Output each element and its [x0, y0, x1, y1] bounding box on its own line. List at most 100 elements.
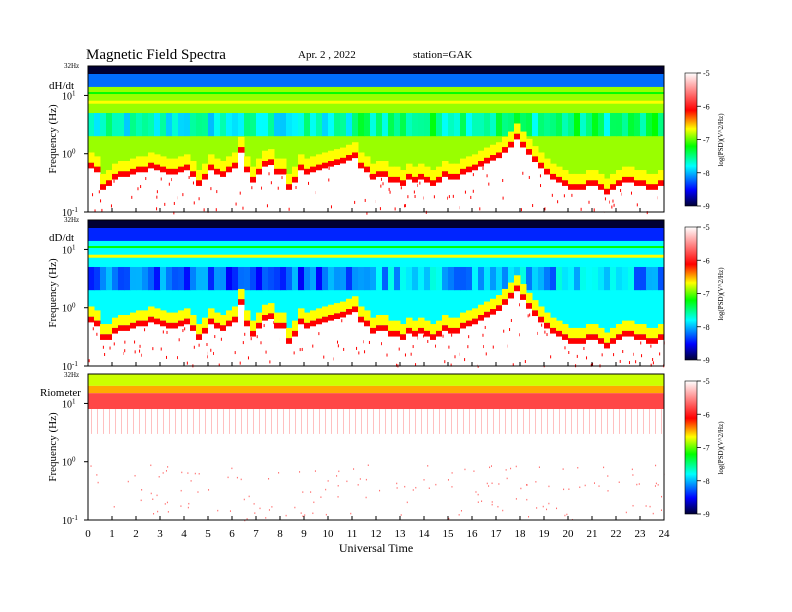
spectrum-cell [448, 345, 450, 349]
spectrum-cell [490, 112, 497, 137]
panel-label: dH/dt [49, 80, 74, 92]
spectrum-cell [458, 514, 460, 516]
colorbar-label: log(PSD)(V^2/Hz) [717, 421, 725, 475]
spectrum-cell [202, 333, 209, 366]
spectrum-cell [157, 510, 159, 513]
spectrum-cell [562, 324, 569, 335]
colorbar-tick-label: -8 [703, 477, 710, 486]
spectrum-cell [398, 347, 400, 351]
spectrum-cell [181, 409, 182, 434]
spectrum-cell [634, 324, 641, 335]
spectrum-cell [94, 320, 101, 328]
spectrum-cell [652, 361, 654, 365]
spectrum-cell [412, 266, 419, 291]
spectrum-cell [187, 472, 189, 474]
spectrum-cell [286, 173, 293, 185]
spectrum-cell [160, 310, 167, 321]
spectrum-cell [373, 409, 374, 434]
spectrum-cell [400, 170, 407, 181]
spectrum-cell [488, 485, 490, 487]
spectrum-cell [598, 343, 605, 366]
spectrum-cell [622, 176, 629, 184]
spectrum-cell [124, 330, 131, 366]
spectrum-cell [226, 266, 233, 291]
spectrum-cell [355, 409, 356, 434]
spectrum-cell [452, 194, 454, 198]
spectrum-cell [640, 180, 647, 187]
spectrum-cell [213, 351, 215, 355]
spectrum-cell [217, 409, 218, 434]
spectrum-cell [88, 152, 95, 163]
spectrum-cell [394, 166, 401, 177]
spectrum-cell [542, 505, 544, 508]
spectrum-cell [244, 320, 251, 328]
spectrum-cell [510, 467, 512, 470]
spectrum-cell [574, 327, 581, 339]
spectrum-cell [382, 112, 389, 137]
spectrum-cell [271, 409, 272, 434]
spectrum-cell [628, 112, 635, 137]
spectrum-cell [133, 409, 134, 434]
spectrum-cell [400, 339, 407, 366]
spectrum-cell [262, 304, 269, 316]
spectrum-cell [592, 266, 599, 291]
spectrum-cell [220, 161, 227, 172]
spectrum-cell [557, 200, 559, 204]
spectrum-cell [118, 330, 125, 366]
spectrum-cell [520, 141, 527, 149]
spectrum-cell [238, 112, 245, 137]
spectrum-cell [450, 363, 452, 367]
spectrum-cell [226, 310, 233, 321]
spectrum-cell [630, 191, 632, 195]
y-tick-exponent: 1 [72, 243, 76, 251]
spectrum-cell [194, 472, 196, 475]
panel-label: Riometer [40, 387, 81, 399]
spectrum-cell [563, 194, 565, 198]
spectrum-cell [556, 320, 563, 331]
spectrum-cell [203, 208, 205, 212]
spectrum-cell [532, 162, 539, 212]
spectrum-cell [352, 296, 359, 307]
spectrum-cell [424, 320, 431, 331]
spectrum-cell [502, 112, 509, 137]
spectrum-cell [139, 349, 141, 353]
spectrum-cell [655, 482, 657, 485]
spectrum-cell [113, 179, 115, 183]
spectrum-cell [506, 477, 508, 480]
spectrum-cell [304, 514, 306, 516]
spectrum-cell [526, 154, 533, 212]
spectrum-cell [184, 266, 191, 291]
spectrum-cell [178, 310, 185, 321]
spectrum-cell [541, 323, 543, 327]
spectrum-cell [454, 163, 461, 174]
spectrum-cell [113, 342, 115, 346]
spectrum-cell [502, 147, 509, 154]
spectrum-cell [538, 112, 545, 137]
spectrum-cell [139, 344, 141, 348]
spectrum-cell [232, 266, 239, 291]
spectrum-cell [244, 112, 251, 137]
spectrum-cell [423, 479, 425, 481]
spectrum-cell [508, 131, 515, 142]
spectrum-cell [400, 334, 407, 341]
spectrum-cell [490, 314, 497, 366]
spectrum-cell [424, 166, 431, 177]
spectrum-cell [322, 316, 329, 324]
spectrum-cell [124, 171, 131, 178]
x-tick-label: 17 [491, 528, 503, 540]
spectrum-cell [553, 409, 554, 434]
spectrum-cell [547, 409, 548, 434]
spectrum-cell [268, 266, 275, 291]
spectrum-cell [628, 182, 635, 212]
spectrum-cell [442, 325, 449, 332]
spectrum-cell [466, 326, 473, 366]
spectrum-cell [571, 193, 573, 197]
spectrum-cell [244, 172, 251, 212]
spectrum-cell [280, 328, 287, 366]
spectrum-cell [295, 409, 296, 434]
spectrum-cell [652, 358, 654, 362]
spectrum-cell [406, 333, 413, 366]
spectrum-cell [208, 170, 215, 212]
spectrum-cell [112, 266, 119, 291]
spectrum-cell [466, 112, 473, 137]
